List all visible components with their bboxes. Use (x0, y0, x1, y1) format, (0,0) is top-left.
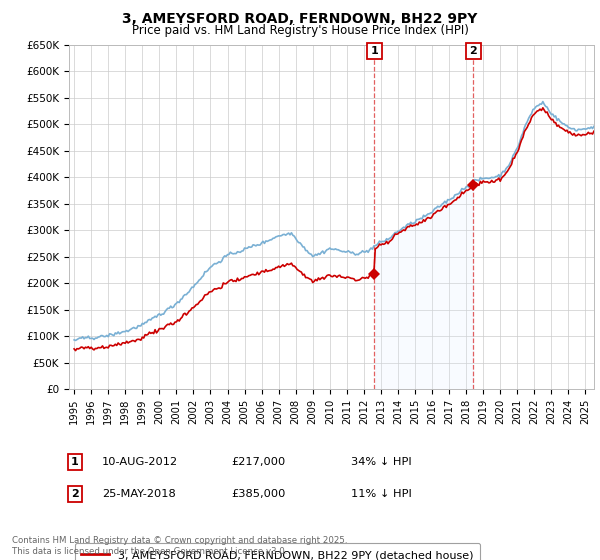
Text: £217,000: £217,000 (231, 457, 285, 467)
Text: 2: 2 (469, 46, 477, 56)
Legend: 3, AMEYSFORD ROAD, FERNDOWN, BH22 9PY (detached house), HPI: Average price, deta: 3, AMEYSFORD ROAD, FERNDOWN, BH22 9PY (d… (74, 543, 480, 560)
Text: 2: 2 (71, 489, 79, 499)
Text: Price paid vs. HM Land Registry's House Price Index (HPI): Price paid vs. HM Land Registry's House … (131, 24, 469, 36)
Text: 34% ↓ HPI: 34% ↓ HPI (351, 457, 412, 467)
Text: Contains HM Land Registry data © Crown copyright and database right 2025.
This d: Contains HM Land Registry data © Crown c… (12, 536, 347, 556)
Text: 1: 1 (371, 46, 379, 56)
Text: £385,000: £385,000 (231, 489, 286, 499)
Text: 25-MAY-2018: 25-MAY-2018 (102, 489, 176, 499)
Text: 11% ↓ HPI: 11% ↓ HPI (351, 489, 412, 499)
Text: 1: 1 (71, 457, 79, 467)
Text: 3, AMEYSFORD ROAD, FERNDOWN, BH22 9PY: 3, AMEYSFORD ROAD, FERNDOWN, BH22 9PY (122, 12, 478, 26)
Text: 10-AUG-2012: 10-AUG-2012 (102, 457, 178, 467)
